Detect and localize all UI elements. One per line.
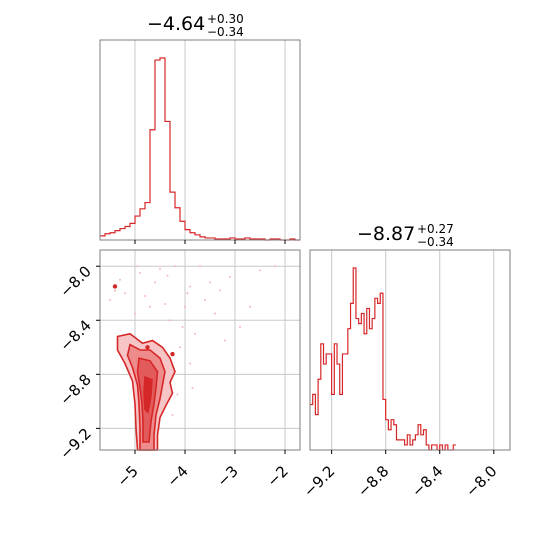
density-2d-point <box>171 413 174 416</box>
density-2d-point <box>189 362 191 365</box>
density-2d-point <box>114 289 116 292</box>
density-2d-point <box>154 281 156 284</box>
density-2d-ticks <box>96 265 286 454</box>
density-2d-point <box>224 339 226 342</box>
histogram-param-2-ticks <box>331 450 495 454</box>
density-2d-point <box>174 265 176 268</box>
density-2d-scatter <box>109 265 276 416</box>
density-2d-point <box>164 303 166 306</box>
histogram-param-2-x-tick-labels: −9.2 −8.8 −8.4 −8.0 <box>300 462 501 500</box>
density-2d-y-tick-label: −8.8 <box>56 370 94 408</box>
histogram-param-2-x-tick-label: −8.8 <box>354 462 392 500</box>
histogram-param-1-grid <box>134 40 286 240</box>
density-2d-point <box>124 292 126 295</box>
density-2d-point <box>199 265 201 268</box>
histogram-param-2-title-lower: −0.34 <box>417 235 454 249</box>
density-2d-point <box>179 346 181 349</box>
density-2d-point <box>274 265 276 268</box>
density-2d-point <box>204 299 206 301</box>
density-2d-point <box>219 289 221 292</box>
density-2d-point <box>119 278 121 281</box>
density-2d-point <box>166 274 169 277</box>
density-2d-point <box>209 281 211 284</box>
density-2d-point <box>229 276 231 279</box>
density-2d-x-tick-label: −5 <box>113 462 141 490</box>
density-2d-outlier <box>112 284 118 289</box>
histogram-param-2-title-median: −8.87 <box>357 223 415 245</box>
histogram-param-1-title-upper: +0.30 <box>207 12 244 26</box>
histogram-param-1-frame <box>99 39 301 241</box>
density-2d-point <box>136 265 139 268</box>
density-2d-point <box>186 292 189 295</box>
density-2d-x-tick-label: −3 <box>213 462 241 490</box>
histogram-param-1-ticks <box>134 240 286 244</box>
density-2d-point <box>214 312 216 315</box>
density-2d-point <box>139 271 141 274</box>
histogram-param-2-x-tick-label: −8.4 <box>408 462 446 500</box>
density-2d-point <box>149 305 151 308</box>
density-2d-contour-level-4 <box>143 375 153 414</box>
histogram-param-2: −9.2 −8.8 −8.4 −8.0 −8.87 +0.27 −0.34 <box>300 222 511 501</box>
histogram-param-2-title-upper: +0.27 <box>417 222 454 236</box>
density-2d-point <box>194 332 196 335</box>
density-2d-point <box>189 285 191 288</box>
density-2d-point <box>184 305 186 308</box>
density-2d-point <box>159 267 161 270</box>
density-2d-y-tick-label: −8.0 <box>56 262 94 300</box>
density-2d-point <box>109 299 111 301</box>
density-2d-x-tick-labels: −5 −4 −3 −2 <box>113 462 291 490</box>
histogram-param-1: −4.64 +0.30 −0.34 <box>99 12 301 244</box>
density-2d-panel: −5 −4 −3 −2 −8.0 −8.4 −8.8 −9.2 <box>56 249 301 490</box>
density-2d-point <box>169 319 171 322</box>
density-2d-outlier <box>145 345 150 350</box>
density-2d-point <box>239 326 241 329</box>
density-2d-y-tick-label: −8.4 <box>56 316 94 354</box>
density-2d-x-tick-label: −4 <box>163 462 191 490</box>
density-2d-frame <box>99 249 301 451</box>
histogram-param-1-title-median: −4.64 <box>147 13 205 35</box>
density-2d-point <box>191 386 194 389</box>
density-2d-contours <box>112 284 176 451</box>
histogram-param-1-title-lower: −0.34 <box>207 25 244 39</box>
histogram-param-2-x-tick-label: −9.2 <box>300 462 338 500</box>
histogram-param-1-step-line <box>100 57 300 241</box>
density-2d-y-tick-labels: −8.0 −8.4 −8.8 −9.2 <box>56 262 94 463</box>
density-2d-outlier <box>170 351 175 357</box>
density-2d-point <box>144 294 146 297</box>
histogram-param-2-frame <box>309 249 511 451</box>
density-2d-point <box>249 305 251 308</box>
density-2d-point <box>176 393 179 396</box>
density-2d-point <box>181 326 184 329</box>
density-2d-point <box>259 269 261 272</box>
histogram-param-2-x-tick-label: −8.0 <box>462 462 500 500</box>
density-2d-x-tick-label: −2 <box>263 462 291 490</box>
density-2d-point <box>134 312 136 315</box>
density-2d-y-tick-label: −9.2 <box>56 424 94 462</box>
